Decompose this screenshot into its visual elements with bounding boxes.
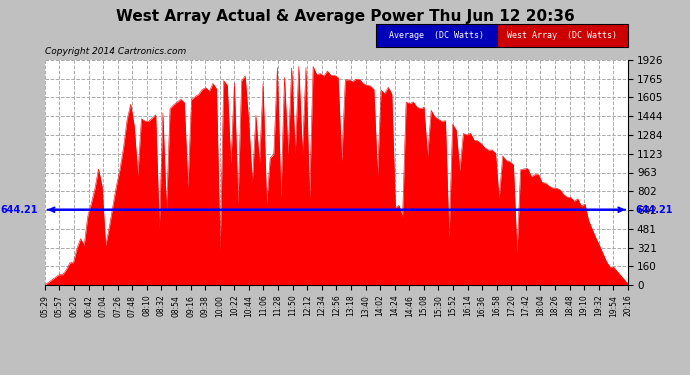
Text: 644.21: 644.21 (635, 205, 673, 215)
Text: Average  (DC Watts): Average (DC Watts) (389, 31, 484, 40)
Text: West Array Actual & Average Power Thu Jun 12 20:36: West Array Actual & Average Power Thu Ju… (116, 9, 574, 24)
Text: Copyright 2014 Cartronics.com: Copyright 2014 Cartronics.com (45, 47, 186, 56)
Text: West Array  (DC Watts): West Array (DC Watts) (507, 31, 618, 40)
Text: 644.21: 644.21 (0, 205, 37, 215)
